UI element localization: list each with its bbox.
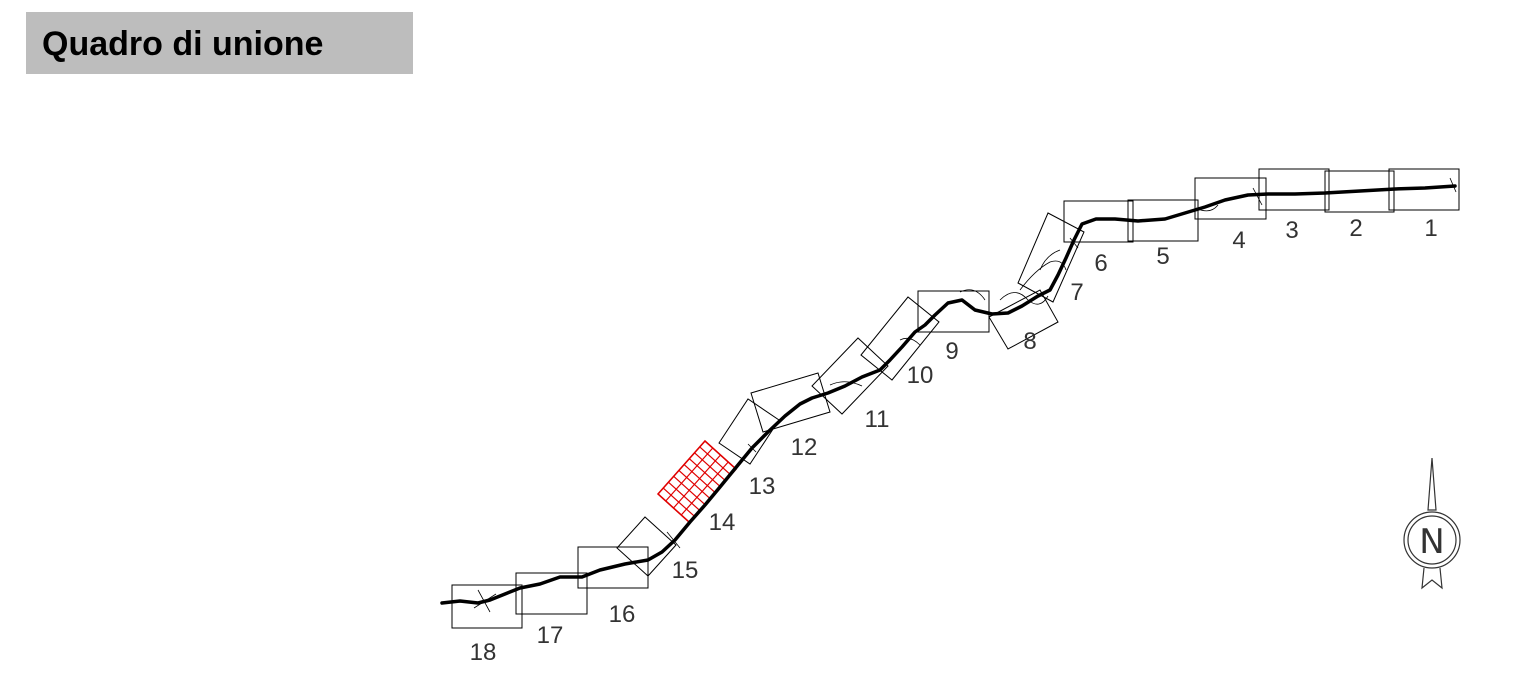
title-box: Quadro di unione [26, 12, 413, 74]
sheet-label-12[interactable]: 12 [791, 434, 818, 461]
sheet-frame-1[interactable] [1388, 168, 1460, 211]
sheet-frame-17[interactable] [515, 572, 588, 615]
junction-markers [473, 177, 1457, 613]
side-roads [829, 204, 1219, 387]
sheet-label-7[interactable]: 7 [1070, 279, 1083, 306]
sheet-label-4[interactable]: 4 [1232, 227, 1245, 254]
sheet-frame-12[interactable] [750, 372, 831, 433]
sheet-label-15[interactable]: 15 [672, 557, 699, 584]
sheet-frame-5[interactable] [1127, 199, 1199, 242]
sheet-label-16[interactable]: 16 [609, 601, 636, 628]
sheet-frame-16[interactable] [577, 546, 649, 589]
compass-label: N [1419, 522, 1444, 562]
sheet-frame-11[interactable] [811, 337, 889, 415]
sheet-label-5[interactable]: 5 [1156, 243, 1169, 270]
sheet-frame-10[interactable] [860, 296, 940, 381]
page-title: Quadro di unione [42, 25, 324, 63]
sheet-hatch-line [665, 447, 714, 502]
sheet-label-18[interactable]: 18 [470, 639, 497, 666]
sheet-label-3[interactable]: 3 [1285, 217, 1298, 244]
sheet-label-2[interactable]: 2 [1349, 215, 1362, 242]
sheet-hatch-line [673, 454, 721, 509]
sheet-frame-4[interactable] [1194, 177, 1267, 220]
sheet-frame-18[interactable] [451, 584, 523, 629]
sheet-frame-7[interactable] [1017, 212, 1085, 303]
sheet-label-1[interactable]: 1 [1424, 215, 1437, 242]
sheet-hatch-line [680, 461, 729, 516]
sheet-frame-6[interactable] [1063, 200, 1134, 243]
sheet-frame-2[interactable] [1324, 170, 1395, 213]
sheet-label-11[interactable]: 11 [865, 406, 890, 433]
sheet-label-13[interactable]: 13 [749, 473, 776, 500]
sheet-label-9[interactable]: 9 [945, 338, 958, 365]
sheet-label-6[interactable]: 6 [1094, 250, 1107, 277]
sheet-frame-8[interactable] [988, 289, 1059, 350]
sheet-label-8[interactable]: 8 [1023, 328, 1036, 355]
route-line [440, 184, 1457, 605]
sheet-label-17[interactable]: 17 [537, 622, 564, 649]
sheet-label-10[interactable]: 10 [907, 362, 934, 389]
sheet-frame-15[interactable] [616, 516, 677, 577]
sheet-frame-9[interactable] [917, 290, 990, 333]
sheet-frame-3[interactable] [1258, 168, 1330, 211]
north-arrow-icon: N [1403, 457, 1461, 590]
sheet-label-14[interactable]: 14 [709, 509, 736, 536]
